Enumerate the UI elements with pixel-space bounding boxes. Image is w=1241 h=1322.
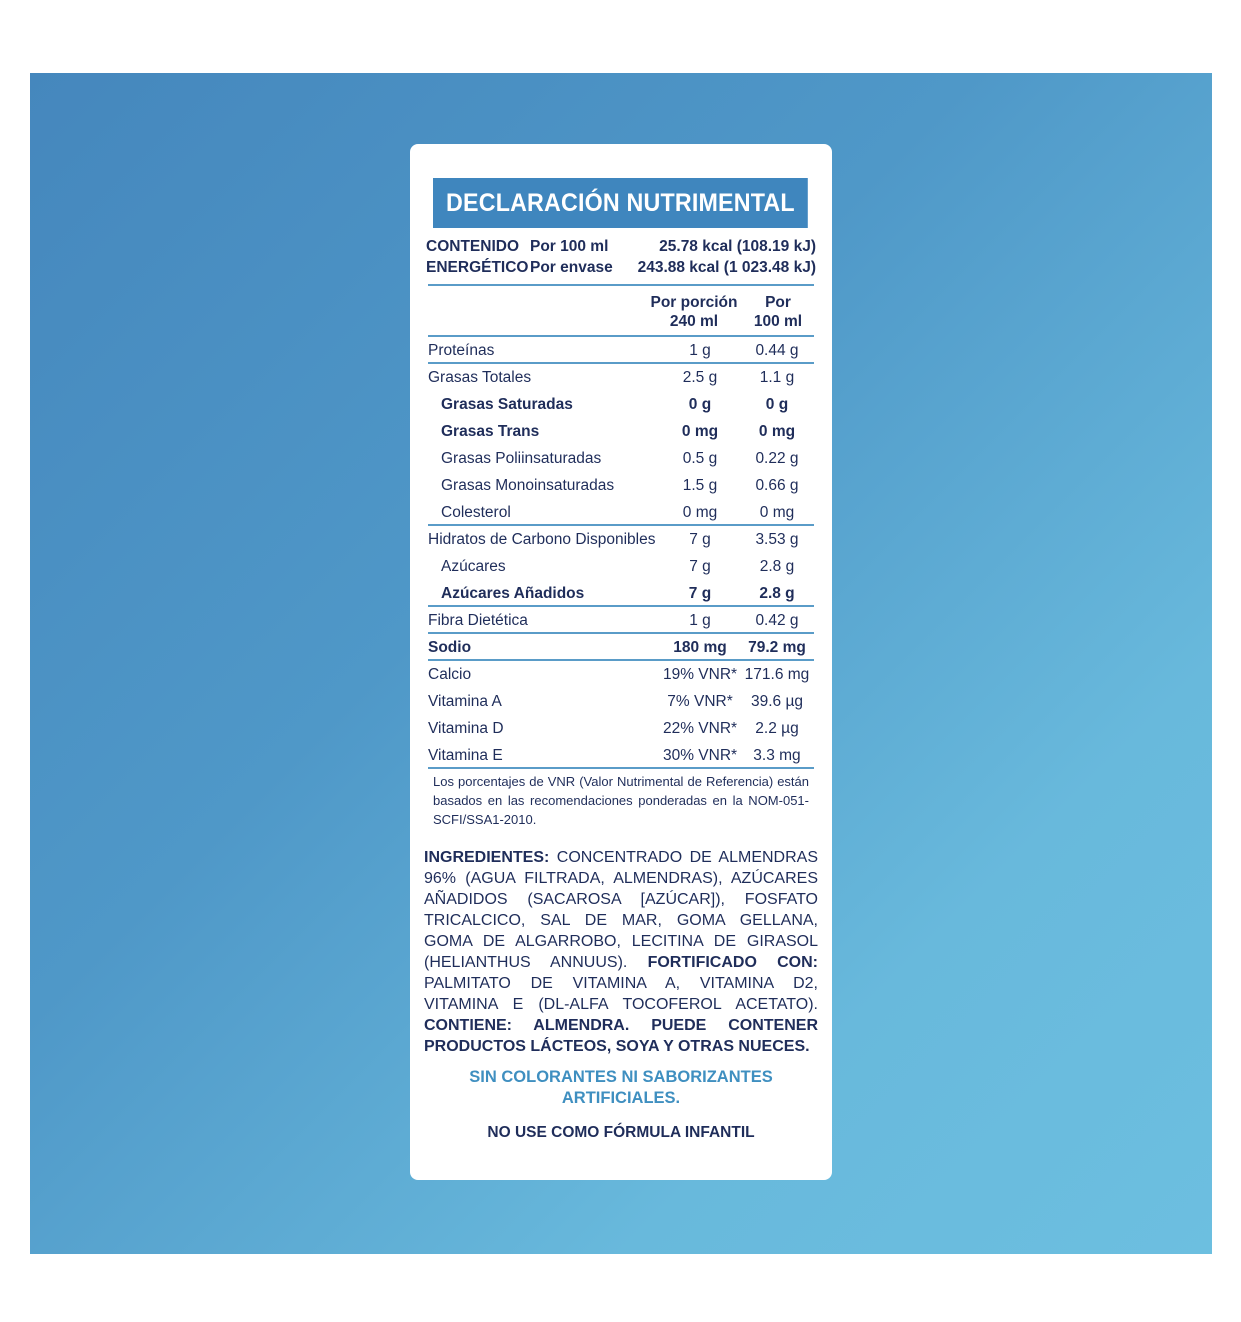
divider — [428, 284, 814, 286]
ingredients-text: INGREDIENTES: CONCENTRADO DE ALMENDRAS 9… — [424, 847, 818, 1057]
nutrient-row: Grasas Monoinsaturadas 1.5 g 0.66 g — [428, 472, 814, 499]
nutrient-row: Grasas Poliinsaturadas 0.5 g 0.22 g — [428, 445, 814, 472]
per100-line2: 100 ml — [753, 313, 803, 330]
value-per-portion: 0.5 g — [682, 450, 718, 467]
value-per-100ml: 79.2 mg — [748, 639, 806, 656]
ingredients-bold-segment: CONTIENE: ALMENDRA. PUEDE CONTENER PRODU… — [424, 1017, 818, 1055]
value-per-100ml: 171.6 mg — [744, 666, 810, 683]
nutrient-name: Sodio — [428, 639, 472, 656]
nutrient-name: Azúcares — [441, 558, 506, 575]
value-per-portion: 19% VNR* — [662, 666, 738, 683]
energy-value: 243.88 kcal (1 023.48 kJ) — [637, 259, 816, 276]
energy-basis: Por envase — [530, 259, 613, 276]
value-per-100ml: 2.2 µg — [755, 720, 799, 737]
nutrient-name: Colesterol — [441, 504, 511, 521]
value-per-portion: 22% VNR* — [662, 720, 738, 737]
nutrient-name: Grasas Totales — [428, 369, 532, 386]
nutrient-row: Fibra Dietética 1 g 0.42 g — [428, 607, 814, 634]
value-per-portion: 180 mg — [673, 639, 727, 656]
nutrient-name: Vitamina D — [428, 720, 504, 737]
nutrient-row: Colesterol 0 mg 0 mg — [428, 499, 814, 526]
value-per-portion: 7 g — [688, 585, 712, 602]
nutrient-table: Proteínas 1 g 0.44 g Grasas Totales 2.5 g 1.1… — [428, 337, 814, 769]
nutrient-name: Azúcares Añadidos — [441, 585, 585, 602]
energy-value: 25.78 kcal (108.19 kJ) — [659, 238, 816, 255]
energy-label-line1: CONTENIDO — [426, 238, 519, 255]
nutrient-name: Vitamina A — [428, 693, 502, 710]
value-per-portion: 7% VNR* — [667, 693, 733, 710]
value-per-100ml: 0 g — [765, 396, 789, 413]
nutrient-name: Grasas Trans — [441, 423, 540, 440]
nutrient-row: Hidratos de Carbono Disponibles 7 g 3.53 g — [428, 526, 814, 553]
value-per-portion: 2.5 g — [682, 369, 718, 386]
nutrient-name: Vitamina E — [428, 747, 503, 764]
value-per-portion: 1 g — [689, 342, 711, 359]
value-per-portion: 30% VNR* — [662, 747, 738, 764]
value-per-100ml: 0.42 g — [755, 612, 799, 629]
ingredients-bold-segment: FORTIFICADO CON: — [647, 954, 818, 971]
ingredients-bold-segment: INGREDIENTES: — [424, 849, 550, 866]
divider — [428, 335, 814, 337]
per100-line1: Por — [765, 294, 791, 311]
nutrient-name: Fibra Dietética — [428, 612, 528, 629]
portion-line2: 240 ml — [669, 313, 719, 330]
nutrient-name: Calcio — [428, 666, 472, 683]
ingredients-segment: CONCENTRADO DE ALMENDRAS 96% (AGUA FILTR… — [424, 849, 818, 971]
value-per-portion: 7 g — [689, 558, 711, 575]
value-per-portion: 0 mg — [682, 504, 718, 521]
column-header-per100: Por 100 ml — [744, 293, 812, 331]
value-per-100ml: 0.66 g — [755, 477, 799, 494]
value-per-100ml: 3.53 g — [755, 531, 799, 548]
nutrition-label: DECLARACIÓN NUTRIMENTAL CONTENIDO Por 10… — [410, 144, 832, 1180]
value-per-100ml: 2.8 g — [759, 585, 795, 602]
value-per-portion: 0 g — [688, 396, 712, 413]
vnr-footnote: Los porcentajes de VNR (Valor Nutrimenta… — [433, 774, 809, 827]
value-per-100ml: 2.8 g — [759, 558, 795, 575]
value-per-100ml: 0 mg — [759, 504, 795, 521]
nutrient-row: Calcio 19% VNR* 171.6 mg — [428, 661, 814, 688]
nutrient-name: Proteínas — [428, 342, 495, 359]
nutrient-row: Vitamina E 30% VNR* 3.3 mg — [428, 742, 814, 769]
nutrient-row: Azúcares 7 g 2.8 g — [428, 553, 814, 580]
ingredients-segment: PALMITATO DE VITAMINA A, VITAMINA D2, VI… — [424, 975, 818, 1013]
infant-formula-warning: NO USE COMO FÓRMULA INFANTIL — [487, 1124, 755, 1141]
nutrient-row: Grasas Totales 2.5 g 1.1 g — [428, 364, 814, 391]
nutrient-name: Grasas Monoinsaturadas — [441, 477, 615, 494]
value-per-100ml: 3.3 mg — [753, 747, 801, 764]
value-per-100ml: 1.1 g — [759, 369, 795, 386]
portion-line1: Por porción — [650, 294, 738, 311]
value-per-portion: 0 mg — [681, 423, 719, 440]
energy-label-line2: ENERGÉTICO — [426, 259, 529, 276]
value-per-100ml: 0.44 g — [755, 342, 799, 359]
nutrient-row: Grasas Trans 0 mg 0 mg — [428, 418, 814, 445]
value-per-100ml: 0 mg — [758, 423, 796, 440]
nutrient-name: Grasas Saturadas — [441, 396, 573, 413]
nutrient-row: Azúcares Añadidos 7 g 2.8 g — [428, 580, 814, 607]
nutrient-row: Vitamina A 7% VNR* 39.6 µg — [428, 688, 814, 715]
nutrient-name: Grasas Poliinsaturadas — [441, 450, 602, 467]
nutrient-row: Grasas Saturadas 0 g 0 g — [428, 391, 814, 418]
value-per-portion: 1 g — [689, 612, 711, 629]
nutrient-row: Proteínas 1 g 0.44 g — [428, 337, 814, 364]
value-per-portion: 1.5 g — [682, 477, 718, 494]
nutrient-row: Vitamina D 22% VNR* 2.2 µg — [428, 715, 814, 742]
value-per-100ml: 39.6 µg — [750, 693, 804, 710]
nutrient-row: Sodio 180 mg 79.2 mg — [428, 634, 814, 661]
column-header-portion: Por porción 240 ml — [648, 293, 740, 331]
energy-content: CONTENIDO Por 100 ml 25.78 kcal (108.19 … — [426, 236, 816, 278]
label-title: DECLARACIÓN NUTRIMENTAL — [433, 178, 808, 228]
nutrient-name: Hidratos de Carbono Disponibles — [428, 531, 656, 548]
energy-basis: Por 100 ml — [530, 238, 609, 255]
no-colorants-claim: SIN COLORANTES NI SABORIZANTES ARTIFICIA… — [469, 1068, 773, 1107]
value-per-portion: 7 g — [689, 531, 711, 548]
value-per-100ml: 0.22 g — [755, 450, 799, 467]
